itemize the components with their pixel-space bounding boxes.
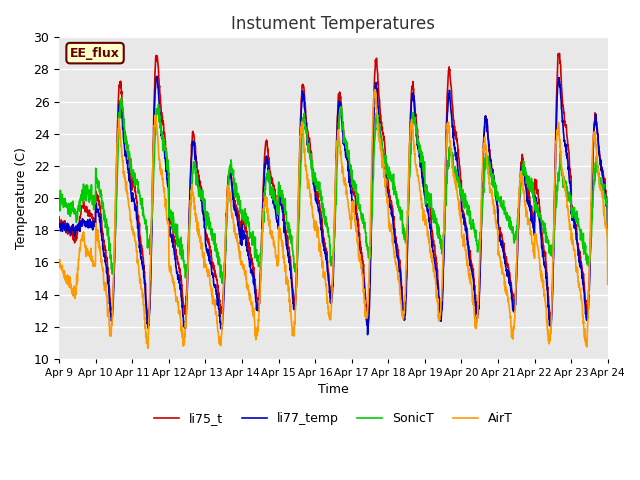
li77_temp [55,221,63,227]
li77_temp [364,332,371,337]
li75_t [556,50,563,56]
li77_temp [556,84,563,90]
AirT [55,261,63,266]
Title: Instument Temperatures: Instument Temperatures [232,15,435,33]
Line: li75_t: li75_t [59,53,608,322]
SonicT [55,199,63,205]
AirT [144,346,152,351]
SonicT [604,242,612,248]
li77_temp [604,231,612,237]
SonicT [209,238,216,243]
Y-axis label: Temperature (C): Temperature (C) [15,147,28,249]
li75_t [361,287,369,293]
Text: EE_flux: EE_flux [70,47,120,60]
AirT [493,223,501,229]
Line: li77_temp: li77_temp [59,76,608,335]
AirT [349,204,357,210]
SonicT [218,280,226,286]
li77_temp [349,202,357,207]
AirT [571,253,579,259]
li75_t [571,218,579,224]
Legend: li75_t, li77_temp, SonicT, AirT: li75_t, li77_temp, SonicT, AirT [149,407,518,430]
li77_temp [571,224,579,229]
AirT [604,281,612,287]
SonicT [571,212,579,218]
li75_t [493,198,500,204]
li75_t [547,319,554,324]
SonicT [118,95,125,101]
li77_temp [209,271,216,277]
li77_temp [362,299,369,305]
AirT [556,136,563,142]
Line: AirT: AirT [59,90,608,348]
AirT [209,292,216,298]
AirT [371,87,379,93]
SonicT [362,230,369,236]
li75_t [55,214,63,220]
li77_temp [493,202,501,208]
AirT [362,304,369,310]
li75_t [604,232,612,238]
X-axis label: Time: Time [318,384,349,396]
li77_temp [153,73,161,79]
li75_t [349,189,357,195]
SonicT [493,191,501,197]
li75_t [208,263,216,268]
SonicT [350,185,358,191]
Line: SonicT: SonicT [59,98,608,283]
SonicT [556,164,563,169]
li75_t [556,51,563,57]
